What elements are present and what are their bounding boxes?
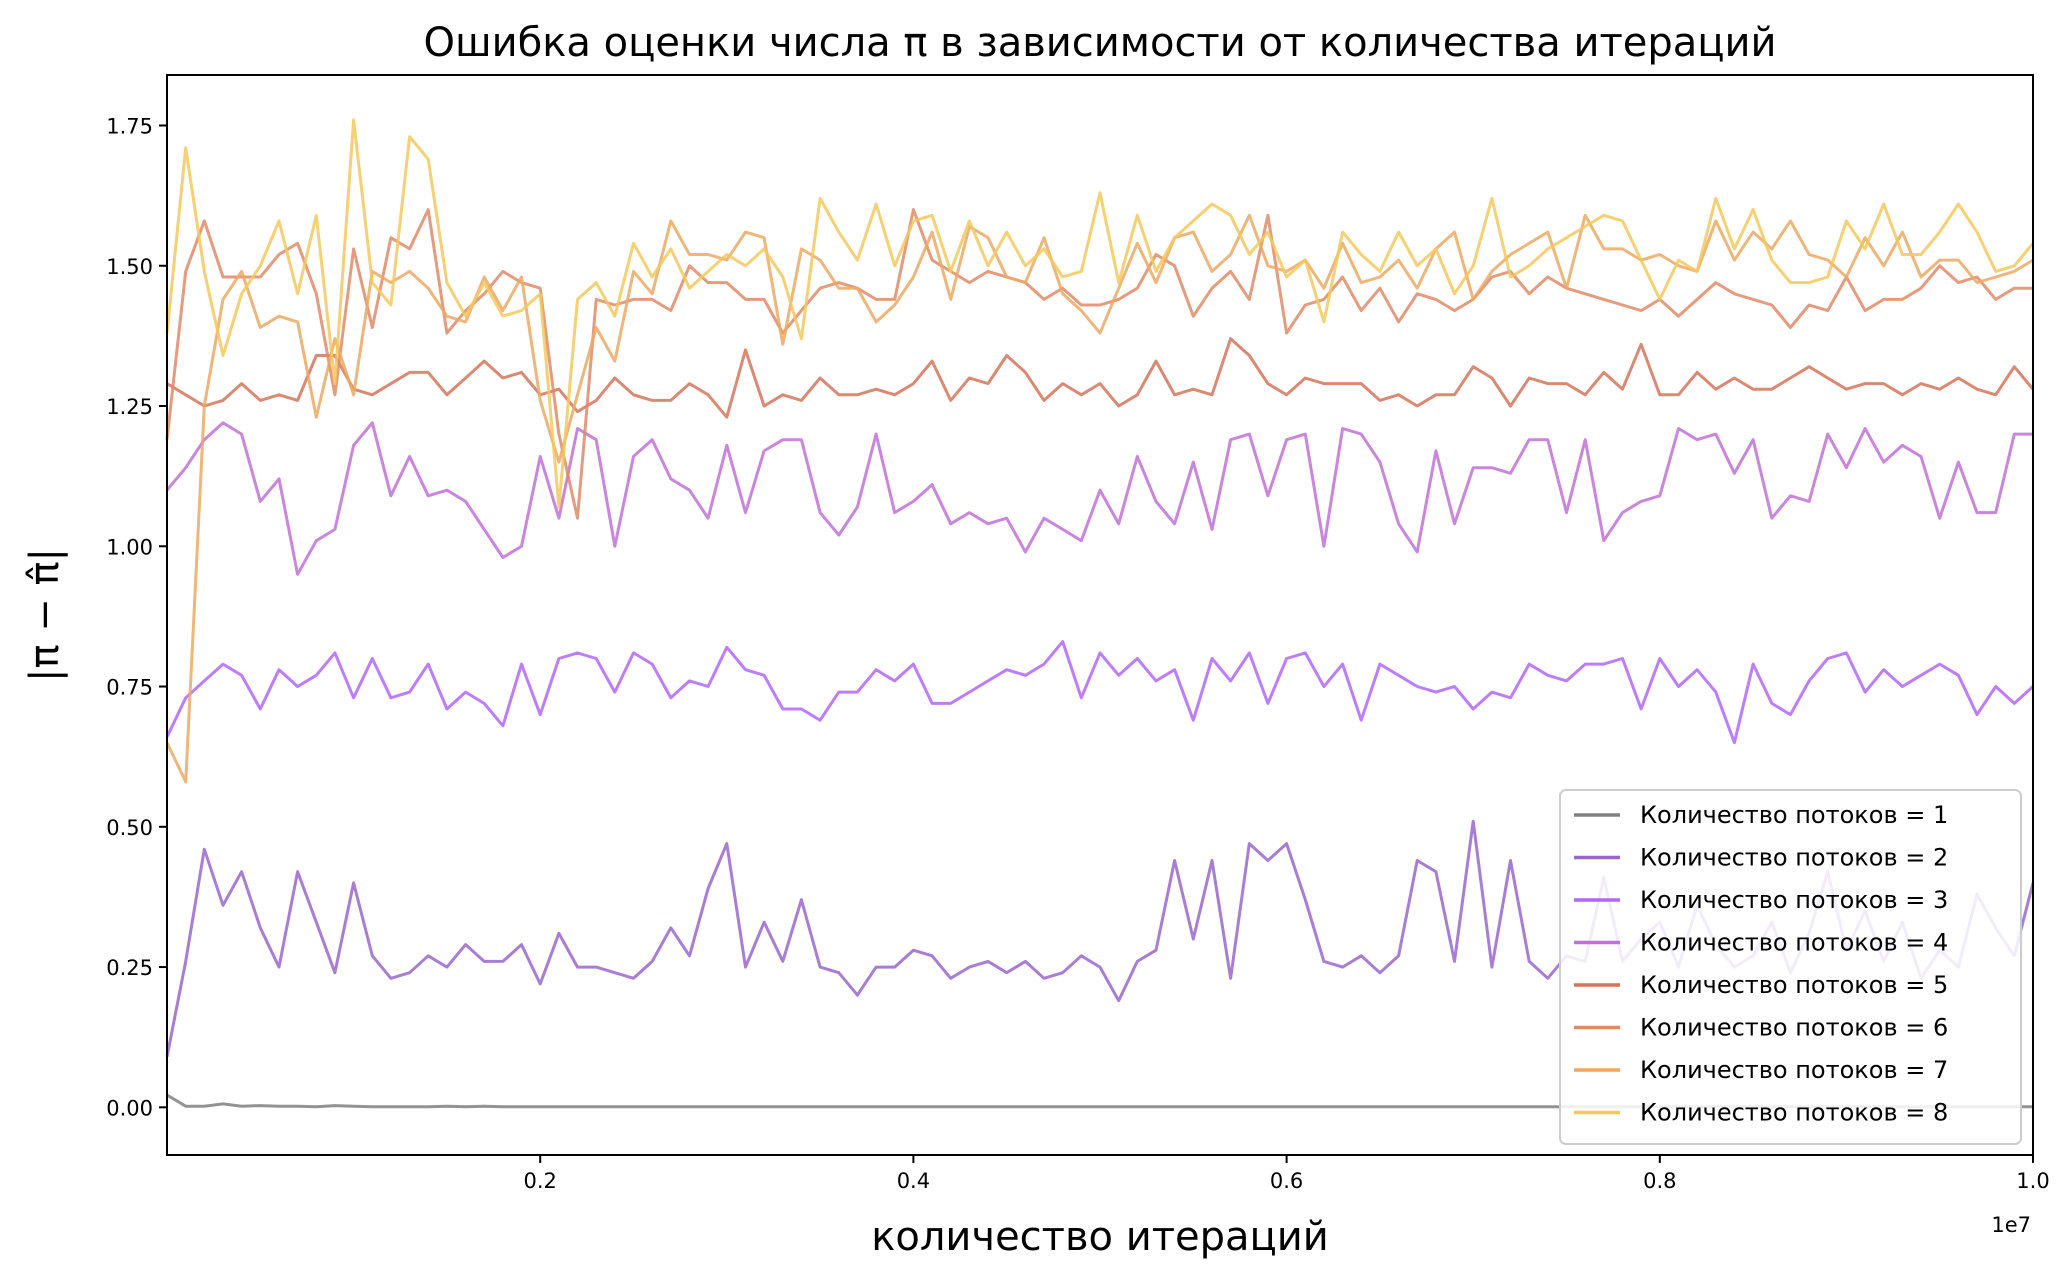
- y-tick-label: 0.00: [106, 1096, 153, 1120]
- x-tick-label: 1.0: [2016, 1169, 2049, 1193]
- series-line-3: [165, 640, 2035, 745]
- legend-entry: Количество потоков = 8: [1640, 1099, 1948, 1127]
- legend-entry: Количество потоков = 2: [1640, 844, 1948, 872]
- chart-title: Ошибка оценки числа π в зависимости от к…: [423, 20, 1776, 66]
- y-tick-label: 0.75: [106, 676, 153, 700]
- x-tick-label: 0.6: [1270, 1169, 1303, 1193]
- legend-entry: Количество потоков = 6: [1640, 1014, 1948, 1042]
- x-tick-label: 0.2: [523, 1169, 556, 1193]
- series-layer: [165, 118, 2035, 1109]
- legend-entry: Количество потоков = 1: [1640, 801, 1948, 829]
- x-tick-label: 0.8: [1643, 1169, 1676, 1193]
- legend-entry: Количество потоков = 7: [1640, 1056, 1948, 1084]
- y-tick-label: 1.25: [106, 395, 153, 419]
- legend-entry: Количество потоков = 5: [1640, 971, 1948, 999]
- y-axis: 0.00 0.25 0.50 0.75 1.00 1.25 1.50 1.75: [106, 114, 167, 1120]
- y-tick-label: 1.00: [106, 535, 153, 559]
- y-tick-label: 0.25: [106, 956, 153, 980]
- legend-entry: Количество потоков = 4: [1640, 929, 1948, 957]
- legend-entry: Количество потоков = 3: [1640, 886, 1948, 914]
- plot-frame: [166, 74, 2034, 1156]
- legend-box: [1559, 789, 2022, 1145]
- series-line-4: [165, 421, 2033, 576]
- series-line-6: [165, 208, 2033, 520]
- y-axis-title: |π − π̂|: [22, 548, 68, 682]
- x-offset-label: 1e7: [1991, 1213, 2031, 1237]
- x-axis-title: количество итераций: [871, 1214, 1329, 1260]
- x-tick-label: 0.4: [897, 1169, 930, 1193]
- y-tick-label: 1.75: [106, 114, 153, 138]
- x-axis: 0.2 0.4 0.6 0.8 1.0: [523, 1155, 2050, 1193]
- series-line-5: [166, 337, 2035, 419]
- series-line-8: [165, 118, 2035, 509]
- legend: Количество потоков = 1 Количество потоков…: [1559, 789, 2022, 1145]
- y-tick-label: 0.50: [106, 816, 153, 840]
- y-tick-label: 1.50: [106, 255, 153, 279]
